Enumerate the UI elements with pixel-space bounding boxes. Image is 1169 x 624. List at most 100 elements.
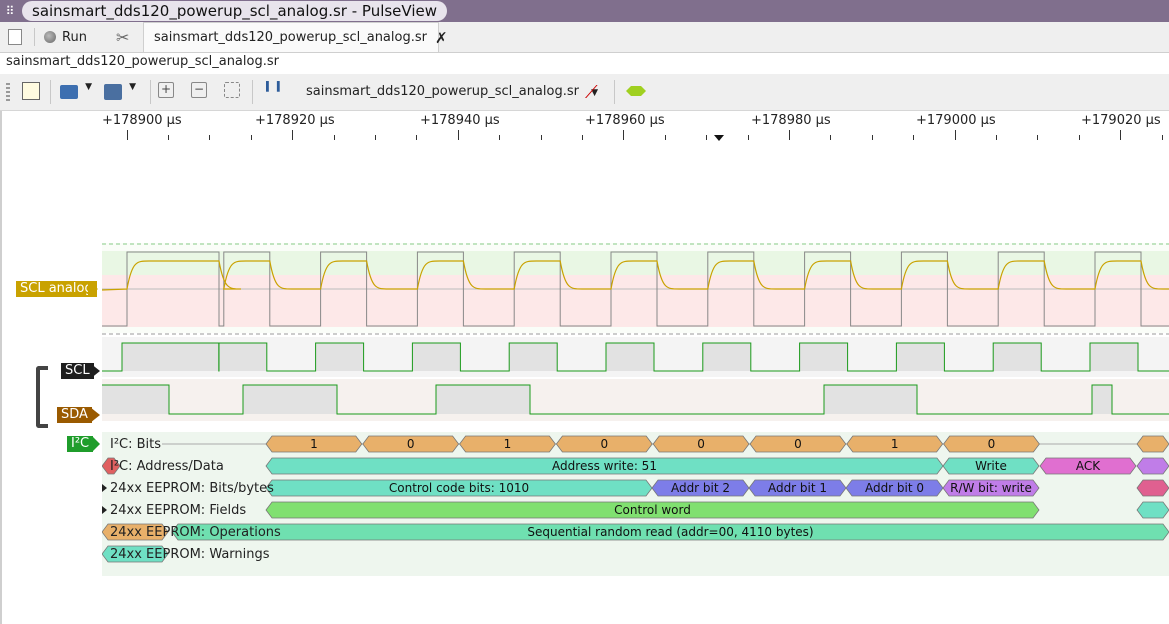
annotation-addr-bit-0[interactable]: Addr bit 0 <box>864 481 925 495</box>
annotation-shapes <box>102 435 1169 563</box>
decoder-row-eeprom-bits-bytes[interactable]: 24xx EEPROM: Bits/bytes <box>110 481 274 496</box>
trace-view[interactable] <box>102 143 1169 576</box>
annotation-partial-shape <box>102 523 169 541</box>
zoom-in-icon: + <box>158 82 174 98</box>
decoder-row-i2c-address-data[interactable]: I²C: Address/Data <box>110 459 224 474</box>
ruler-tick <box>126 130 128 140</box>
chevron-down-icon: ▼ <box>591 88 599 98</box>
sda-high-fill <box>102 385 1112 414</box>
document-label: sainsmart_dds120_powerup_scl_analog.sr <box>6 54 279 69</box>
toolbar-separator <box>150 80 151 104</box>
zoom-out-button[interactable]: − <box>191 82 211 102</box>
ruler-tick <box>706 135 708 140</box>
ruler-tick <box>1078 135 1080 140</box>
ruler-tick <box>292 130 294 140</box>
annotation-write[interactable]: Write <box>975 459 1007 473</box>
annotation-ack[interactable]: ACK <box>1075 459 1101 473</box>
probe-icon: ⟋ <box>585 82 598 103</box>
annotation-control-code[interactable]: Control code bits: 1010 <box>388 481 530 495</box>
open-button[interactable]: ▼ <box>60 82 96 102</box>
add-decoder-button[interactable] <box>626 82 652 102</box>
settings-button[interactable]: ✂ <box>116 22 138 52</box>
signal-label-scl-analog[interactable]: SCL analog <box>16 281 97 297</box>
annotation-bit[interactable]: 0 <box>600 437 609 451</box>
decoder-row-eeprom-fields[interactable]: 24xx EEPROM: Fields <box>110 503 247 518</box>
ruler-label: +178960 µs <box>585 113 665 128</box>
signal-label-sda[interactable]: SDA <box>57 407 92 423</box>
chevron-down-icon: ▼ <box>129 82 137 92</box>
ruler-label: +178920 µs <box>255 113 335 128</box>
annotation-partial-shape <box>102 545 169 563</box>
ruler-tick <box>913 135 915 140</box>
annotation-control-word[interactable]: Control word <box>614 503 691 517</box>
ruler-tick <box>416 135 418 140</box>
annotation-bit[interactable]: 0 <box>794 437 802 451</box>
scl-analog-waveform <box>102 260 1169 291</box>
annotation-rw-bit[interactable]: R/W bit: write <box>950 481 1032 495</box>
cursor-icon: ╹╹ <box>262 82 284 103</box>
zoom-out-icon: − <box>191 82 207 98</box>
decoder-row-eeprom-operations[interactable]: 24xx EEPROM: Operations <box>110 525 281 540</box>
annotation-bit[interactable]: 0 <box>987 437 996 451</box>
ruler-tick <box>374 135 376 140</box>
expand-icon[interactable] <box>102 506 107 514</box>
probe-config-button[interactable]: ⟋ <box>585 82 605 103</box>
ruler-tick <box>209 135 211 140</box>
ruler-tick <box>250 135 252 140</box>
ruler-tick <box>540 135 542 140</box>
save-button[interactable]: ▼ <box>104 82 144 102</box>
toolbar-separator <box>252 80 253 104</box>
toolbar-grip[interactable] <box>6 83 10 101</box>
annotation-bit-shape <box>459 435 556 453</box>
expand-icon[interactable] <box>102 484 107 492</box>
tab-session-label: sainsmart_dds120_powerup_scl_analog.sr <box>154 30 427 45</box>
decoder-badge-i2c[interactable]: I²C <box>67 436 94 452</box>
annotation-bit-shape <box>749 435 847 453</box>
annotation-address[interactable]: Address write: 51 <box>552 459 657 473</box>
cursor-marker-icon[interactable] <box>714 135 724 141</box>
group-bracket[interactable] <box>36 366 48 428</box>
annotation-bit[interactable]: 0 <box>406 437 415 451</box>
annotation-bit[interactable]: 0 <box>697 437 705 451</box>
cursor-button[interactable]: ╹╹ <box>262 82 286 103</box>
session-tab-bar: Run ✂ sainsmart_dds120_powerup_scl_analo… <box>0 22 1169 53</box>
device-selector[interactable]: sainsmart_dds120_powerup_scl_analog.sr ▼ <box>306 84 598 99</box>
run-button[interactable]: Run <box>44 22 100 52</box>
annotation-bit-shape <box>265 435 363 453</box>
new-view-button[interactable] <box>22 82 42 102</box>
ruler-label: +178940 µs <box>420 113 500 128</box>
annotation-ack-shape <box>1039 457 1137 475</box>
annotation-addr-bit-2[interactable]: Addr bit 2 <box>670 481 731 495</box>
new-session-button[interactable] <box>4 22 26 52</box>
annotation-bit[interactable]: 1 <box>503 437 512 451</box>
decoder-row-eeprom-warnings[interactable]: 24xx EEPROM: Warnings <box>110 547 270 562</box>
zoom-in-button[interactable]: + <box>158 82 178 102</box>
time-ruler[interactable]: +178900 µs +178920 µs +178940 µs +178960… <box>102 111 1169 143</box>
annotation-operation[interactable]: Sequential random read (addr=00, 4110 by… <box>527 525 814 539</box>
zoom-fit-button[interactable] <box>224 82 244 102</box>
window-menu-icon[interactable]: ⠿ <box>5 4 15 18</box>
ruler-label: +178980 µs <box>751 113 831 128</box>
ruler-tick <box>1037 135 1039 140</box>
annotation-bit[interactable]: 1 <box>310 437 318 451</box>
ruler-label: +178900 µs <box>102 113 182 128</box>
main-toolbar: ▼ ▼ + − ╹╹ sainsmart_dds120_powerup_scl_… <box>0 74 1169 111</box>
title-bar: ⠿ sainsmart_dds120_powerup_scl_analog.sr… <box>0 0 1169 22</box>
annotation-bit[interactable]: 1 <box>890 437 899 451</box>
ruler-tick <box>167 135 169 140</box>
tab-session[interactable]: sainsmart_dds120_powerup_scl_analog.sr ✗ <box>143 22 448 52</box>
annotation-addr-bit-1[interactable]: Addr bit 1 <box>767 481 828 495</box>
signal-label-scl[interactable]: SCL <box>61 363 94 379</box>
annotation-partial-shape <box>1136 457 1169 475</box>
annotation-bit-shape <box>362 435 460 453</box>
annotation-write-shape <box>942 457 1040 475</box>
decoder-row-i2c-bits[interactable]: I²C: Bits <box>110 437 162 452</box>
folder-icon <box>60 85 78 99</box>
window-title: sainsmart_dds120_powerup_scl_analog.sr -… <box>22 1 448 21</box>
toolbar-separator <box>614 80 615 104</box>
signal-arrow-icon <box>90 407 100 423</box>
tab-separator <box>34 28 35 46</box>
ruler-tick <box>788 130 790 140</box>
sda-trace <box>102 384 1169 415</box>
close-icon[interactable]: ✗ <box>434 28 448 47</box>
